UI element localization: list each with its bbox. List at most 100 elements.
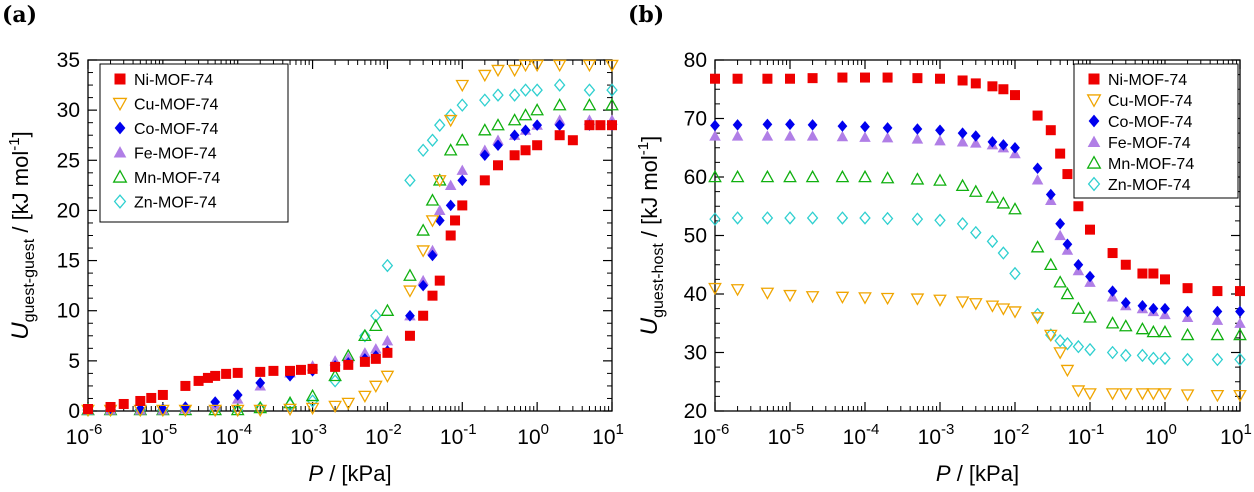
- data-point: [425, 193, 440, 206]
- data-point: [997, 246, 1010, 260]
- data-point: [956, 136, 969, 147]
- data-point: [1105, 388, 1120, 401]
- x-tick-label: 10-2: [993, 421, 1030, 449]
- data-point: [434, 118, 446, 132]
- data-point: [835, 169, 850, 183]
- data-point: [859, 131, 871, 142]
- panel-label-a: (a): [2, 2, 38, 28]
- legend-label: Co-MOF-74: [134, 121, 219, 138]
- data-point: [1158, 388, 1172, 401]
- data-point: [783, 169, 797, 183]
- data-point: [912, 73, 923, 84]
- data-point: [710, 119, 720, 132]
- data-point: [380, 370, 395, 383]
- data-point: [970, 137, 982, 148]
- data-point: [911, 212, 924, 226]
- data-point: [1105, 316, 1120, 329]
- chart-panel-b: 10-6 10-5 10-4 10-3 10-2 10-1 100 101 20 30 40 50 60…: [635, 49, 1252, 486]
- data-point: [445, 230, 456, 241]
- data-point: [358, 328, 372, 342]
- data-point: [1120, 348, 1132, 363]
- data-point: [268, 365, 279, 376]
- data-point: [380, 303, 395, 316]
- data-point: [1055, 148, 1066, 159]
- data-point: [105, 401, 116, 412]
- data-point: [1032, 110, 1043, 121]
- data-point: [911, 133, 924, 144]
- data-point: [456, 164, 469, 175]
- data-point: [730, 284, 745, 297]
- data-point: [492, 88, 504, 102]
- data-point: [443, 114, 458, 128]
- data-point: [957, 127, 968, 139]
- data-point: [434, 275, 445, 286]
- legend-marker: [1087, 135, 1101, 148]
- data-point: [455, 79, 470, 93]
- data-point: [1160, 302, 1170, 315]
- data-point: [531, 83, 543, 97]
- data-point: [509, 150, 520, 161]
- data-point: [1030, 312, 1045, 325]
- legend-label: Mn-MOF-74: [1108, 156, 1194, 173]
- data-point: [1135, 388, 1150, 401]
- data-point: [1106, 345, 1119, 360]
- series-ni-mof-74: [83, 120, 617, 414]
- data-point: [730, 169, 745, 183]
- data-point: [381, 335, 394, 346]
- x-tick-label: 10-5: [768, 421, 805, 449]
- data-point: [1211, 352, 1224, 367]
- data-point: [450, 215, 461, 226]
- x-tick-label: 101: [1220, 421, 1252, 449]
- data-point: [805, 169, 820, 183]
- data-point: [785, 118, 795, 131]
- data-point: [417, 143, 429, 158]
- data-point: [508, 88, 521, 102]
- data-point: [359, 329, 371, 343]
- data-point: [1137, 299, 1148, 312]
- panel-label-b: (b): [628, 2, 665, 28]
- legend-marker: [1086, 94, 1102, 108]
- data-point: [785, 73, 795, 84]
- data-point: [445, 199, 456, 212]
- data-point: [1211, 314, 1224, 325]
- legend-label: Ni-MOF-74: [134, 72, 213, 89]
- data-point: [970, 225, 982, 240]
- data-point: [307, 363, 318, 374]
- data-point: [1032, 162, 1043, 174]
- data-point: [836, 130, 849, 142]
- data-point: [762, 73, 773, 84]
- data-point: [708, 169, 722, 183]
- data-point: [370, 308, 382, 323]
- data-point: [1210, 327, 1225, 341]
- data-point: [1118, 319, 1133, 332]
- x-tick-label: 100: [517, 421, 549, 449]
- data-point: [970, 78, 981, 89]
- data-point: [221, 368, 232, 379]
- data-point: [784, 130, 796, 141]
- x-tick-label: 10-6: [693, 421, 730, 449]
- data-point: [1233, 327, 1247, 341]
- x-axis-title: P / [kPa]: [936, 461, 1019, 486]
- data-point: [807, 73, 818, 84]
- data-point: [935, 73, 945, 84]
- data-point: [232, 389, 243, 401]
- data-point: [732, 119, 743, 131]
- data-point: [403, 268, 417, 281]
- data-point: [443, 143, 458, 156]
- data-point: [760, 169, 775, 183]
- data-point: [532, 119, 543, 131]
- data-point: [1053, 347, 1068, 360]
- data-point: [1054, 229, 1066, 241]
- data-point: [968, 184, 983, 197]
- legend-label: Zn-MOF-74: [134, 195, 217, 212]
- data-point: [359, 356, 370, 367]
- data-point: [427, 290, 438, 301]
- data-point: [1147, 351, 1160, 366]
- y-axis-title: Uguest-host / [kJ mol-1]: [635, 136, 667, 336]
- data-point: [532, 140, 543, 151]
- data-point: [1136, 348, 1149, 363]
- x-tick-label: 10-3: [918, 421, 955, 449]
- data-point: [910, 172, 925, 185]
- data-point: [210, 370, 221, 381]
- data-point: [330, 361, 341, 372]
